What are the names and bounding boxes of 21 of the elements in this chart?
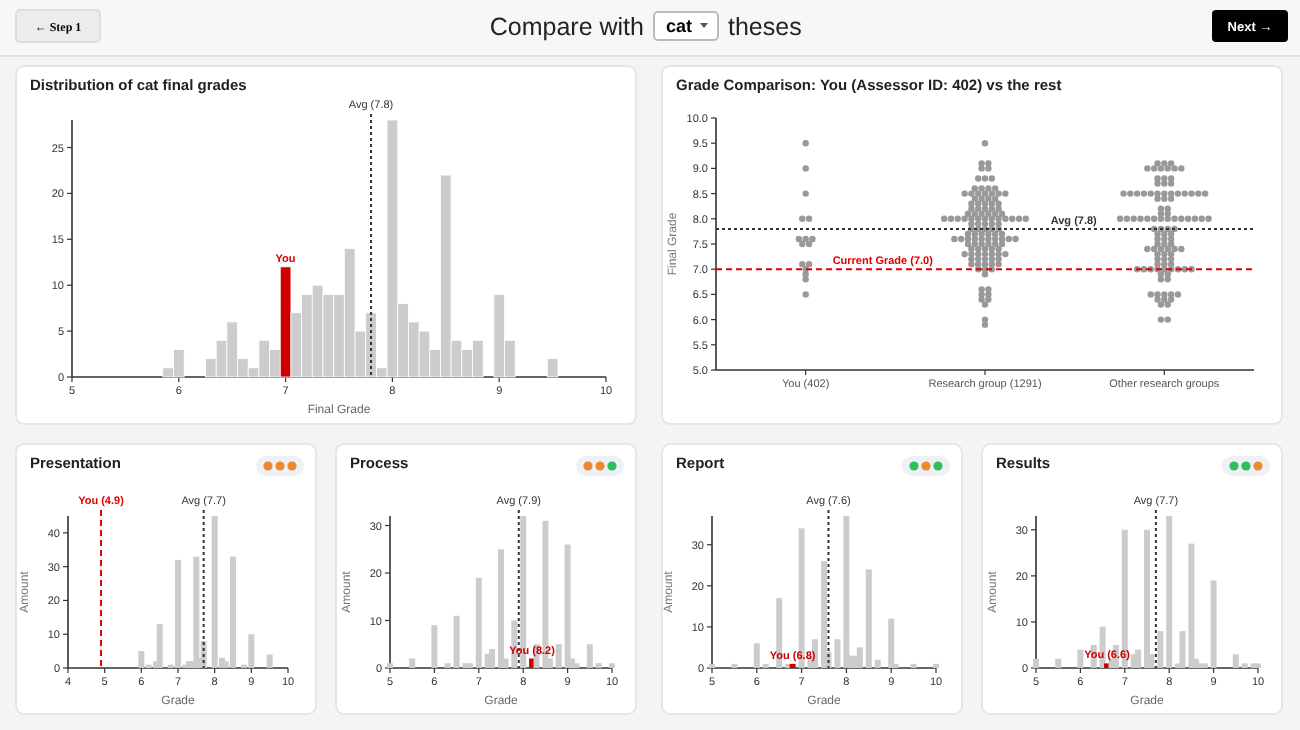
bar [475, 577, 482, 668]
bar [564, 544, 571, 668]
bar [453, 615, 460, 668]
bar [888, 618, 895, 668]
bar [138, 651, 145, 668]
bar [1210, 580, 1217, 668]
bar [175, 559, 181, 668]
bar [1077, 649, 1084, 668]
bar [1188, 543, 1195, 668]
bar [1055, 658, 1062, 668]
bar [266, 654, 273, 668]
bar [230, 556, 236, 668]
text: cat [666, 16, 693, 36]
bar [431, 625, 438, 668]
bar [409, 658, 416, 668]
text: theses [728, 13, 802, 41]
text: Compare with [489, 13, 645, 41]
bar [193, 556, 200, 668]
bar [248, 634, 255, 668]
bar [156, 624, 163, 668]
bar [211, 516, 218, 668]
